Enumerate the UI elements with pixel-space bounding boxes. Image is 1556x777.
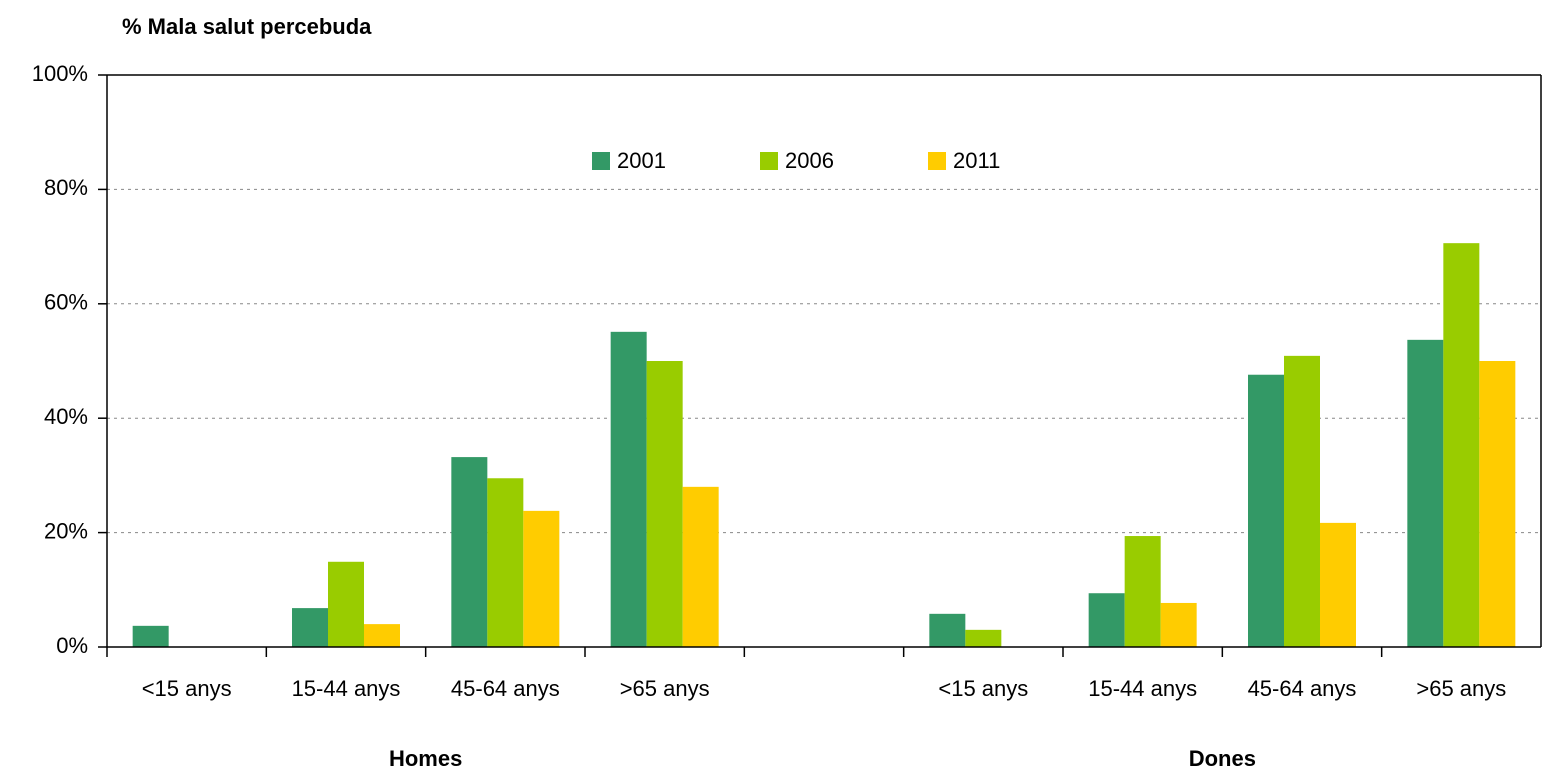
group-label: Homes bbox=[389, 746, 462, 771]
legend-swatch bbox=[760, 152, 778, 170]
x-tick-label: 15-44 anys bbox=[292, 676, 401, 701]
bar bbox=[1443, 243, 1480, 647]
bar bbox=[292, 608, 328, 647]
x-tick-label: <15 anys bbox=[142, 676, 232, 701]
legend-swatch bbox=[928, 152, 946, 170]
group-label: Dones bbox=[1189, 746, 1256, 771]
bar bbox=[1284, 355, 1320, 647]
x-tick-label: 15-44 anys bbox=[1088, 676, 1197, 701]
bar bbox=[610, 331, 647, 647]
bar bbox=[1124, 536, 1161, 647]
bar bbox=[1320, 522, 1356, 647]
y-tick-label: 100% bbox=[32, 61, 88, 86]
bar bbox=[132, 625, 169, 647]
bar bbox=[1248, 374, 1284, 647]
bar bbox=[487, 478, 524, 647]
x-tick-label: >65 anys bbox=[620, 676, 710, 701]
y-tick-label: 0% bbox=[56, 633, 88, 658]
legend-label: 2001 bbox=[617, 148, 666, 173]
bar bbox=[1407, 339, 1444, 647]
bar bbox=[1160, 602, 1197, 647]
bar bbox=[929, 613, 966, 647]
legend-label: 2006 bbox=[785, 148, 834, 173]
y-tick-label: 20% bbox=[44, 518, 88, 543]
bar bbox=[328, 561, 364, 647]
x-tick-label: >65 anys bbox=[1416, 676, 1506, 701]
x-tick-label: 45-64 anys bbox=[1248, 676, 1357, 701]
bar bbox=[1088, 593, 1125, 647]
x-tick-label: 45-64 anys bbox=[451, 676, 560, 701]
bar bbox=[682, 486, 719, 647]
bar bbox=[646, 361, 683, 647]
y-tick-label: 40% bbox=[44, 404, 88, 429]
legend-swatch bbox=[592, 152, 610, 170]
legend-label: 2011 bbox=[953, 148, 1000, 173]
x-tick-label: <15 anys bbox=[938, 676, 1028, 701]
bar bbox=[965, 629, 1002, 647]
y-axis-label: % Mala salut percebuda bbox=[122, 14, 372, 39]
bar bbox=[451, 457, 488, 647]
y-tick-label: 80% bbox=[44, 175, 88, 200]
bar bbox=[1479, 361, 1516, 647]
bar bbox=[523, 510, 560, 647]
y-tick-label: 60% bbox=[44, 290, 88, 315]
bar bbox=[364, 624, 400, 647]
